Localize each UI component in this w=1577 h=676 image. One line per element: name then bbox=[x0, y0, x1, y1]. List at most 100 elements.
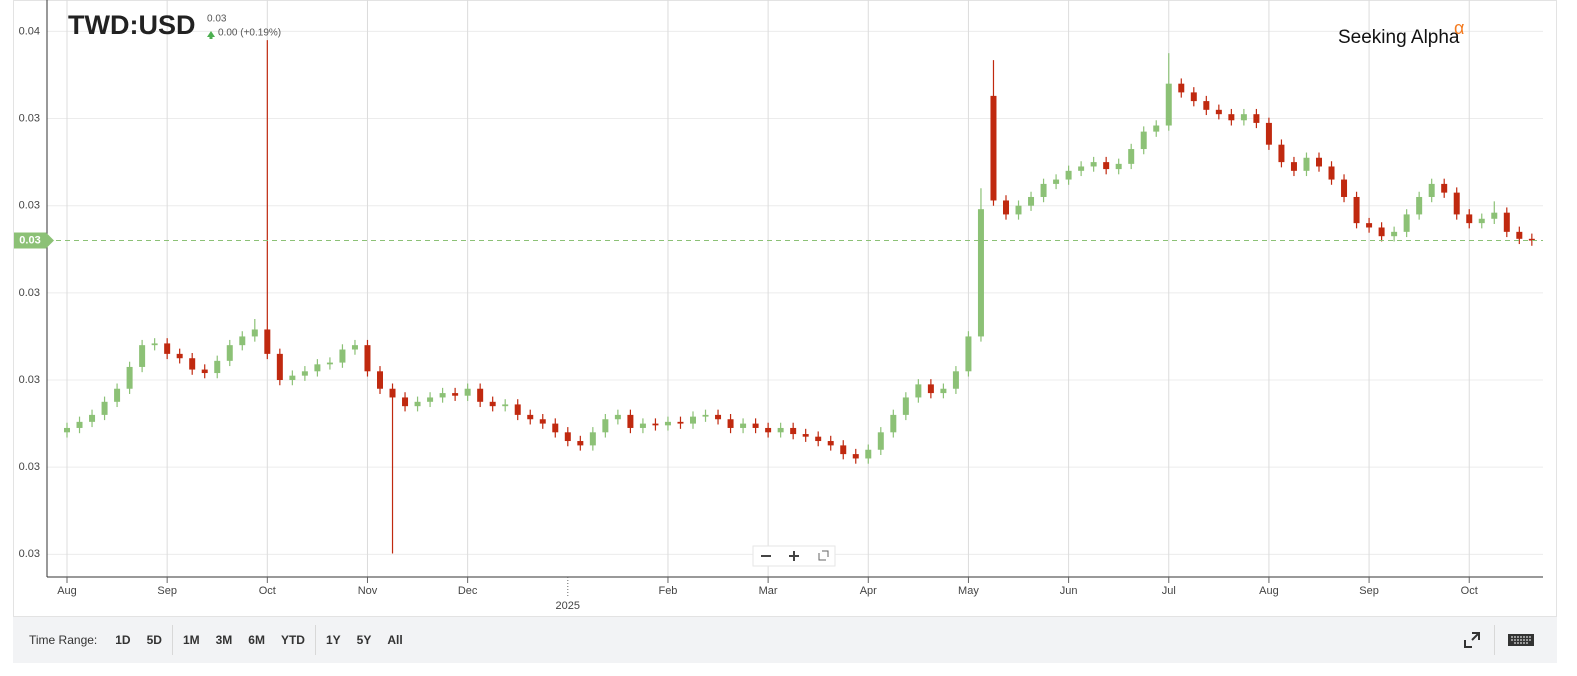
range-button[interactable]: 5D bbox=[139, 633, 170, 647]
candle-body bbox=[1416, 196, 1423, 215]
last-price-label: 0.03 bbox=[19, 234, 40, 246]
candle-body bbox=[1278, 144, 1285, 163]
candle-body bbox=[564, 432, 571, 442]
candle-body bbox=[1466, 214, 1473, 224]
candle-body bbox=[865, 449, 872, 459]
up-arrow bbox=[207, 31, 215, 39]
candle-body bbox=[1190, 92, 1197, 102]
candle-body bbox=[1441, 183, 1448, 193]
candle-body bbox=[1265, 122, 1272, 145]
candle-body bbox=[189, 358, 196, 370]
candle-body bbox=[1478, 218, 1485, 224]
candle-body bbox=[852, 454, 859, 459]
range-label: Time Range: bbox=[29, 633, 98, 647]
x-tick-label: May bbox=[958, 585, 979, 597]
candle-body bbox=[1353, 196, 1360, 224]
candle-body bbox=[1328, 166, 1335, 180]
chart: TWD:USD 0.03 0.00 (+0.19%) Seeking Alpha… bbox=[13, 0, 1557, 617]
candle-body bbox=[1453, 192, 1460, 215]
candle-body bbox=[1140, 131, 1147, 150]
x-tick-label: Jul bbox=[1162, 585, 1176, 597]
candle-body bbox=[239, 336, 246, 346]
candle-body bbox=[902, 397, 909, 415]
candle-body bbox=[740, 423, 747, 428]
range-bar: Time Range: 1D 5D 1M 3M 6M YTD 1Y 5Y All bbox=[13, 617, 1557, 663]
candle-body bbox=[1203, 101, 1210, 110]
candle-body bbox=[627, 414, 634, 428]
range-button[interactable]: 1M bbox=[175, 633, 208, 647]
candle-body bbox=[1128, 149, 1135, 164]
x-tick-label: Sep bbox=[157, 585, 177, 597]
candle-body bbox=[1153, 125, 1160, 132]
y-tick-label: 0.03 bbox=[19, 548, 40, 560]
y-tick-label: 0.03 bbox=[19, 112, 40, 124]
candle-body bbox=[1366, 223, 1373, 228]
separator bbox=[314, 625, 316, 655]
candle-body bbox=[89, 414, 96, 422]
candle-body bbox=[664, 421, 671, 426]
separator bbox=[171, 625, 173, 655]
zoom-out[interactable] bbox=[761, 555, 771, 557]
candle-body bbox=[652, 423, 659, 426]
candle-body bbox=[464, 388, 471, 396]
candle-body bbox=[164, 343, 171, 354]
candle-body bbox=[702, 414, 709, 417]
candle-body bbox=[314, 364, 321, 372]
candle-body bbox=[1228, 114, 1235, 121]
candle-body bbox=[990, 95, 997, 201]
range-button[interactable]: 1D bbox=[107, 633, 138, 647]
candle-body bbox=[1303, 157, 1310, 171]
x-tick-label: Apr bbox=[860, 585, 877, 597]
zoom-controls bbox=[752, 545, 836, 567]
candle-body bbox=[589, 432, 596, 446]
candle-body bbox=[952, 371, 959, 389]
x-tick-label: Oct bbox=[1461, 585, 1478, 597]
candle-body bbox=[114, 388, 121, 402]
range-button[interactable]: All bbox=[379, 633, 410, 647]
candle-body bbox=[251, 329, 258, 337]
candle-body bbox=[614, 414, 621, 420]
candle-body bbox=[877, 432, 884, 450]
x-tick-label: Aug bbox=[57, 585, 77, 597]
candle-body bbox=[201, 369, 208, 374]
candle-body bbox=[1253, 114, 1260, 123]
candle-body bbox=[214, 360, 221, 374]
candle-body bbox=[1391, 231, 1398, 237]
candle-body bbox=[940, 388, 947, 394]
candle-body bbox=[1103, 162, 1110, 170]
candle-body bbox=[1115, 163, 1122, 170]
zoom-reset[interactable] bbox=[818, 550, 829, 561]
candle-body bbox=[1078, 166, 1085, 171]
range-button[interactable]: 5Y bbox=[349, 633, 380, 647]
separator bbox=[1494, 625, 1495, 655]
x-tick-label: Dec bbox=[458, 585, 478, 597]
range-button[interactable]: 6M bbox=[240, 633, 273, 647]
candle-body bbox=[514, 404, 521, 415]
candle-body bbox=[715, 414, 722, 420]
candle-body bbox=[1240, 114, 1247, 121]
candle-body bbox=[1378, 227, 1385, 237]
candle-body bbox=[101, 401, 108, 415]
y-tick-label: 0.03 bbox=[19, 374, 40, 386]
candle-body bbox=[677, 421, 684, 424]
candle-body bbox=[927, 384, 934, 394]
candle-body bbox=[602, 419, 609, 433]
range-button[interactable]: YTD bbox=[273, 633, 313, 647]
range-button[interactable]: 1Y bbox=[318, 633, 349, 647]
candle-body bbox=[1053, 179, 1060, 184]
candle-body bbox=[1065, 170, 1072, 180]
logo-mark: α bbox=[1454, 18, 1464, 38]
ticker: TWD:USD bbox=[68, 10, 195, 40]
keyboard[interactable] bbox=[1507, 632, 1535, 648]
candle-body bbox=[1028, 196, 1035, 206]
fullscreen[interactable] bbox=[1462, 630, 1482, 650]
candle-body bbox=[1403, 214, 1410, 232]
y-tick-label: 0.03 bbox=[19, 461, 40, 473]
candle-body bbox=[527, 414, 534, 420]
candle-body bbox=[151, 343, 158, 346]
candle-body bbox=[639, 423, 646, 428]
zoom-in[interactable] bbox=[789, 551, 799, 561]
candle-body bbox=[1178, 83, 1185, 93]
range-button[interactable]: 3M bbox=[208, 633, 241, 647]
candle-body bbox=[765, 427, 772, 433]
